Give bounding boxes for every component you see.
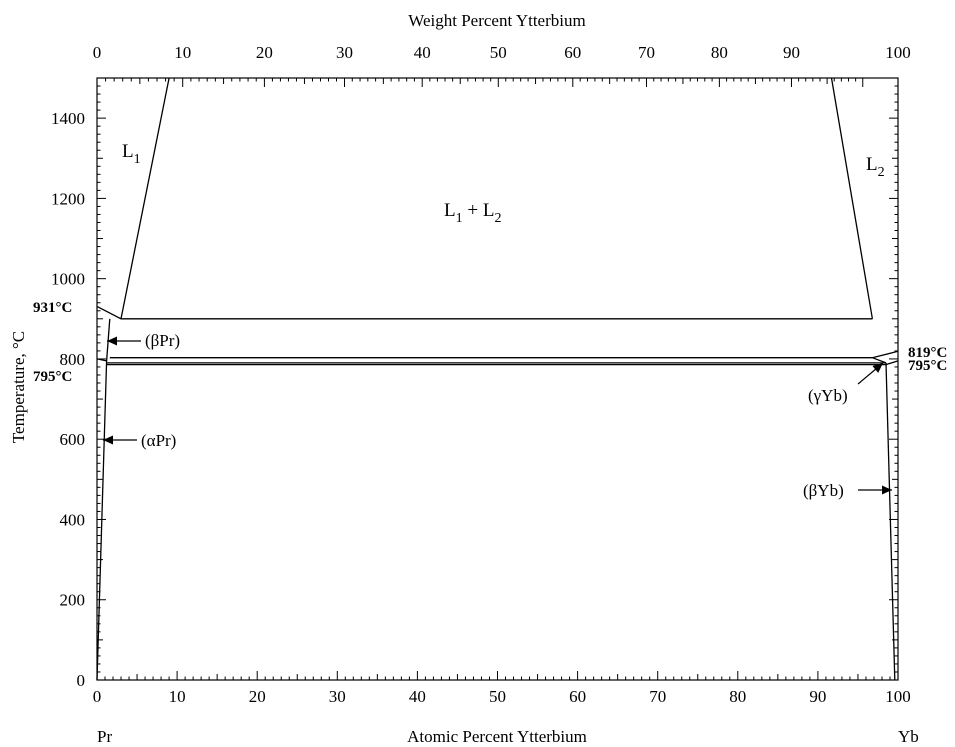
phase-boundary-line [105,318,111,361]
beta-pr-label: (βPr) [145,331,180,350]
y-tick-label: 400 [60,510,86,529]
x2-tick-label: 90 [783,43,800,62]
phase-boundary-line [830,77,874,319]
y-tick-label: 600 [60,430,86,449]
element-right-label: Yb [898,727,919,746]
temp-795-left-label: 795°C [33,369,72,385]
y-axis-title: Temperature, °C [9,331,28,443]
x-tick-label: 80 [729,687,746,706]
x2-tick-label: 50 [490,43,507,62]
x2-tick-label: 40 [414,43,431,62]
x2-tick-label: 60 [564,43,581,62]
x2-tick-label: 80 [711,43,728,62]
x2-tick-label: 20 [256,43,273,62]
beta-pr-arrow-head [107,336,117,346]
x-tick-label: 90 [809,687,826,706]
phase-boundary-line [96,305,873,320]
element-left-label: Pr [97,727,112,746]
x-tick-label: 70 [649,687,666,706]
phase-boundary-line [885,360,899,366]
x2-tick-label: 100 [885,43,911,62]
phase-boundary-line [96,358,107,362]
liquid-2-label: L2 [866,154,885,180]
axis-tick-labels: 0 10 20 30 40 50 60 70 80 90 1000 10 20 30 40 50 60 70 80 9… [51,43,911,706]
phase-boundary-line [120,77,170,319]
alpha-pr-arrow-head [103,435,113,445]
bottom-axis-title: Atomic Percent Ytterbium [407,727,587,746]
x-tick-label: 50 [489,687,506,706]
miscibility-gap-label: L1 + L2 [444,200,501,226]
x2-tick-label: 70 [638,43,655,62]
x-tick-label: 100 [885,687,911,706]
x-tick-label: 10 [169,687,186,706]
temp-795-right-label: 795°C [908,358,947,374]
y-tick-label: 1200 [51,189,85,208]
alpha-pr-label: (αPr) [141,431,176,450]
x-tick-label: 0 [93,687,102,706]
phase-boundaries [96,77,899,681]
y-tick-label: 0 [77,671,86,690]
x2-tick-label: 30 [336,43,353,62]
plot-frame [96,77,899,681]
gamma-yb-arrow-head [872,363,883,373]
x-tick-label: 20 [249,687,266,706]
axis-ticks [96,77,899,681]
temp-931-label: 931°C [33,300,72,316]
phase-boundary-line [872,357,887,364]
beta-yb-arrow-head [882,485,892,495]
top-axis-title: Weight Percent Ytterbium [408,11,585,30]
y-tick-label: 1000 [51,270,85,289]
temp-819-label: 819°C [908,345,947,361]
phase-boundary-line [96,360,108,681]
x2-tick-label: 0 [93,43,102,62]
gamma-yb-label: (γYb) [808,386,848,405]
beta-yb-label: (βYb) [803,481,844,500]
x-tick-label: 60 [569,687,586,706]
y-tick-label: 200 [60,591,86,610]
x2-tick-label: 10 [174,43,191,62]
y-tick-label: 1400 [51,109,85,128]
liquid-1-label: L1 [122,141,141,167]
y-tick-label: 800 [60,350,86,369]
x-tick-label: 30 [329,687,346,706]
phase-boundary-line [109,350,899,359]
phase-arrows [103,336,892,495]
x-tick-label: 40 [409,687,426,706]
phase-boundary-line [885,362,896,681]
